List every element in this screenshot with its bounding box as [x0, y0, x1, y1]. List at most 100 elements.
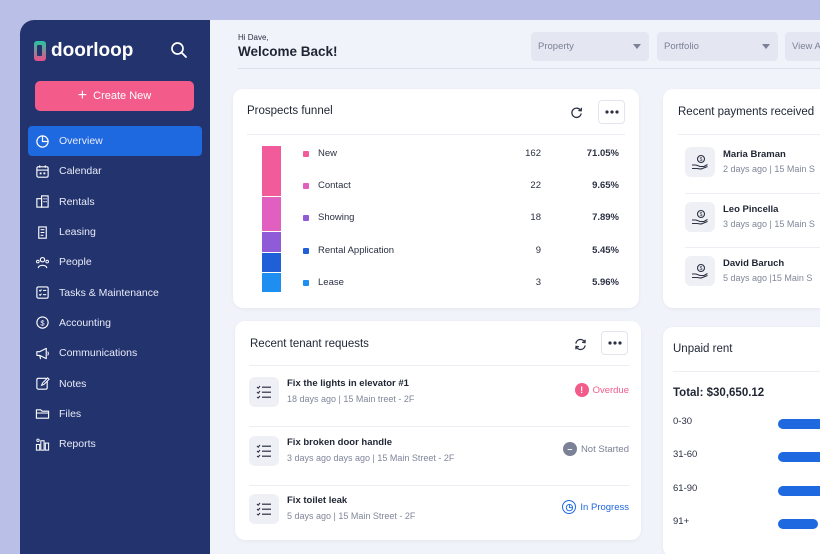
leasing-icon — [35, 225, 50, 240]
funnel-bar-rental-application — [262, 253, 281, 272]
sidebar-item-leasing[interactable]: Leasing — [28, 217, 202, 247]
funnel-stage-label: Showing — [318, 212, 355, 223]
funnel-row: Rental Application 9 5.45% — [303, 243, 619, 259]
funnel-row: Contact 22 9.65% — [303, 178, 619, 194]
request-meta: 3 days ago days ago | 15 Main Street - 2… — [287, 453, 455, 463]
payment-item[interactable]: $ Maria Braman 2 days ago | 15 Main S — [685, 141, 820, 187]
sidebar-item-rentals[interactable]: Rentals — [28, 187, 202, 217]
sidebar-item-reports[interactable]: Reports — [28, 429, 202, 459]
sidebar-item-people[interactable]: People — [28, 247, 202, 277]
recent-payments-card: Recent payments received $ Maria Braman … — [663, 89, 820, 308]
aging-row: 0-30 — [673, 416, 820, 430]
funnel-row: New 162 71.05% — [303, 146, 619, 162]
payment-hand-icon: $ — [685, 202, 715, 232]
refresh-icon[interactable] — [564, 101, 588, 123]
legend-swatch — [303, 215, 309, 221]
more-options-button[interactable] — [601, 331, 628, 355]
funnel-stage-percent: 7.89% — [592, 212, 619, 223]
sidebar-item-label: Reports — [59, 438, 96, 451]
view-filter-label: View A — [792, 41, 820, 52]
unpaid-total: Total: $30,650.12 — [673, 387, 765, 399]
checklist-icon — [249, 494, 279, 524]
sidebar-item-communications[interactable]: Communications — [28, 338, 202, 368]
sidebar-item-files[interactable]: Files — [28, 399, 202, 429]
aging-bar — [778, 452, 820, 462]
funnel-row: Showing 18 7.89% — [303, 210, 619, 226]
svg-text:$: $ — [40, 319, 45, 328]
svg-text:$: $ — [700, 266, 703, 272]
request-item[interactable]: Fix broken door handle 3 days ago days a… — [249, 430, 629, 476]
more-options-button[interactable] — [598, 100, 625, 124]
request-title: Fix broken door handle — [287, 437, 393, 448]
funnel-stage-label: New — [318, 148, 338, 159]
app-window: doorloop + Create New Overview Calendar … — [20, 20, 820, 554]
doorloop-logo-icon — [34, 41, 46, 61]
funnel-stage-percent: 5.45% — [592, 245, 619, 256]
sidebar-item-accounting[interactable]: $ Accounting — [28, 308, 202, 338]
sidebar-item-label: Files — [59, 407, 82, 420]
payment-item[interactable]: $ Leo Pincella 3 days ago | 15 Main S — [685, 196, 820, 242]
megaphone-icon — [35, 346, 50, 361]
refresh-icon[interactable] — [568, 333, 592, 355]
funnel-bar-new — [262, 146, 281, 196]
brand-logo[interactable]: doorloop — [34, 40, 133, 62]
folder-icon — [35, 406, 50, 421]
sidebar-item-tasks[interactable]: Tasks & Maintenance — [28, 277, 202, 307]
search-icon[interactable] — [170, 41, 188, 59]
legend-swatch — [303, 183, 309, 189]
payment-item[interactable]: $ David Baruch 5 days ago |15 Main S — [685, 250, 820, 296]
funnel-stage-count: 18 — [530, 212, 541, 223]
people-icon — [35, 255, 50, 270]
card-divider — [678, 134, 820, 135]
aging-bar — [778, 519, 818, 529]
funnel-stage-count: 22 — [530, 180, 541, 191]
request-item[interactable]: Fix the lights in elevator #1 18 days ag… — [249, 371, 629, 417]
rentals-icon — [35, 194, 50, 209]
card-divider — [247, 134, 625, 135]
row-divider — [685, 247, 820, 248]
card-title: Unpaid rent — [673, 343, 733, 355]
request-title: Fix toilet leak — [287, 495, 348, 506]
card-title: Recent tenant requests — [250, 338, 369, 350]
create-new-label: Create New — [93, 90, 152, 102]
status-label: In Progress — [580, 501, 629, 513]
portfolio-filter-select[interactable]: Portfolio — [657, 32, 778, 61]
request-title: Fix the lights in elevator #1 — [287, 378, 409, 389]
sidebar-nav: Overview Calendar Rentals Leasing People… — [28, 126, 202, 459]
property-filter-select[interactable]: Property — [531, 32, 649, 61]
status-badge: ◷ In Progress — [562, 500, 629, 514]
sidebar-item-label: Rentals — [59, 195, 95, 208]
funnel-stage-count: 3 — [535, 277, 541, 288]
view-filter-select[interactable]: View A — [785, 32, 820, 61]
card-title: Recent payments received — [678, 106, 815, 118]
payer-name: David Baruch — [723, 258, 785, 269]
sidebar-item-label: Accounting — [59, 316, 111, 329]
funnel-stage-label: Contact — [318, 180, 351, 191]
sidebar-item-overview[interactable]: Overview — [28, 126, 202, 157]
funnel-stage-label: Lease — [318, 277, 344, 288]
sidebar: doorloop + Create New Overview Calendar … — [20, 20, 210, 554]
request-item[interactable]: Fix toilet leak 5 days ago | 15 Main Str… — [249, 488, 629, 534]
sidebar-item-label: Notes — [59, 377, 87, 390]
payment-meta: 3 days ago | 15 Main S — [723, 219, 815, 229]
create-new-button[interactable]: + Create New — [35, 81, 194, 111]
aging-label: 61-90 — [673, 483, 698, 494]
legend-swatch — [303, 280, 309, 286]
checklist-icon — [249, 377, 279, 407]
reports-icon — [35, 437, 50, 452]
chevron-down-icon — [633, 44, 641, 49]
aging-label: 31-60 — [673, 449, 698, 460]
accounting-icon: $ — [35, 315, 50, 330]
sidebar-item-calendar[interactable]: Calendar — [28, 156, 202, 186]
request-meta: 18 days ago | 15 Main treet - 2F — [287, 394, 415, 404]
topbar: Hi Dave, Welcome Back! Property Portfoli… — [210, 20, 820, 69]
funnel-stage-percent: 71.05% — [586, 148, 619, 159]
clock-icon: ◷ — [562, 500, 577, 514]
sidebar-item-notes[interactable]: Notes — [28, 368, 202, 398]
funnel-stage-label: Rental Application — [318, 245, 395, 256]
status-badge: – Not Started — [562, 442, 629, 456]
funnel-stage-percent: 5.96% — [592, 277, 619, 288]
card-divider — [249, 365, 629, 366]
prospects-funnel-card: Prospects funnel New 162 71.05% Contact … — [233, 89, 639, 308]
legend-swatch — [303, 151, 309, 157]
